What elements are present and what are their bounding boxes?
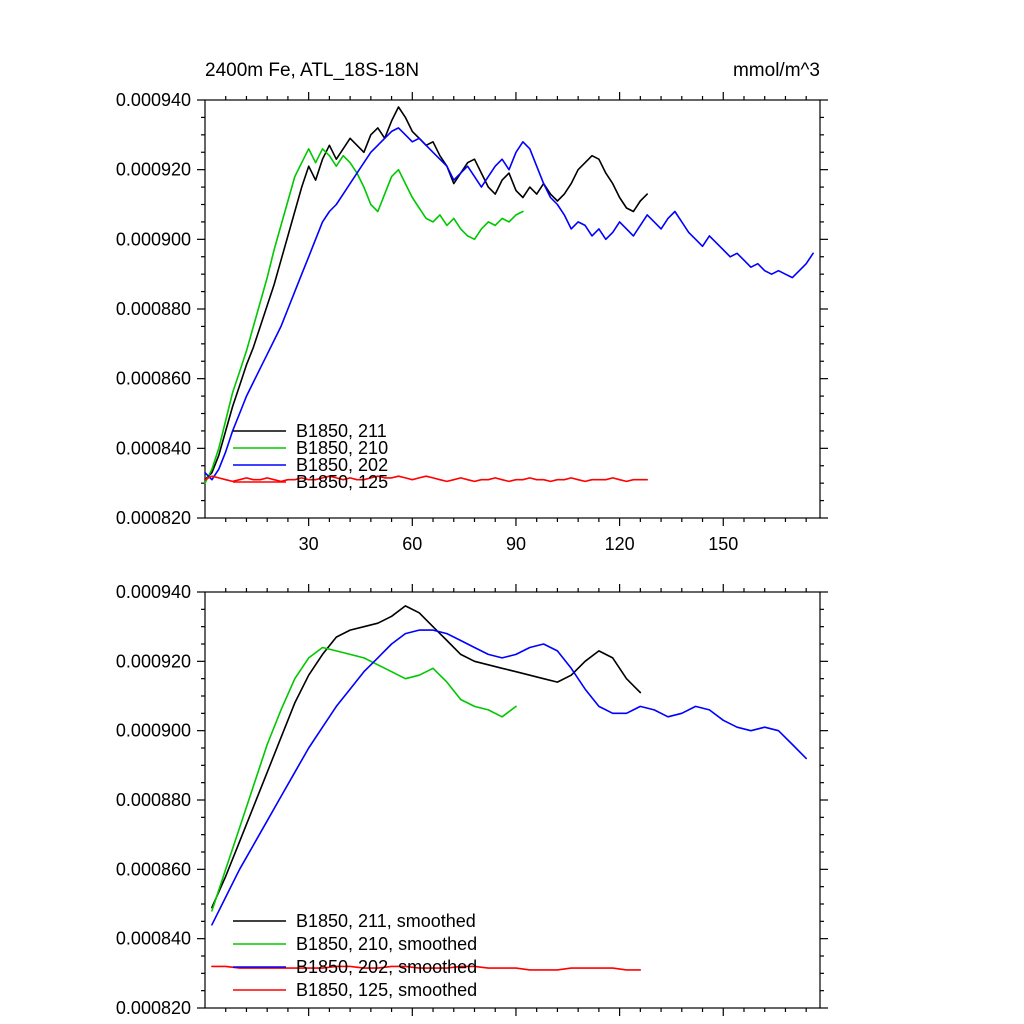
y-tick-label: 0.000840: [116, 929, 191, 949]
y-tick-label: 0.000900: [116, 229, 191, 249]
y-tick-label: 0.000860: [116, 859, 191, 879]
y-tick-label: 0.000940: [116, 582, 191, 602]
y-tick-label: 0.000940: [116, 90, 191, 110]
y-tick-label: 0.000920: [116, 651, 191, 671]
y-tick-label: 0.000880: [116, 299, 191, 319]
y-tick-label: 0.000820: [116, 998, 191, 1018]
x-tick-label: 30: [299, 534, 319, 554]
y-tick-label: 0.000820: [116, 508, 191, 528]
legend-label-4: B1850, 125: [296, 472, 388, 492]
legend-label-1: B1850, 211, smoothed: [296, 911, 476, 931]
x-tick-label: 60: [402, 534, 422, 554]
x-tick-label: 90: [506, 534, 526, 554]
y-tick-label: 0.000860: [116, 369, 191, 389]
series-line-b1850-210: [204, 148, 524, 485]
chart-title: 2400m Fe, ATL_18S-18N: [205, 60, 419, 81]
y-tick-label: 0.000840: [116, 438, 191, 458]
legend-label-3: B1850, 202: [296, 455, 388, 475]
y-tick-label: 0.000900: [116, 721, 191, 741]
chart-units-label: mmol/m^3: [733, 60, 820, 81]
series-line-b1850-125-smoothed: [211, 965, 642, 971]
series-line-b1850-125: [204, 475, 649, 483]
legend-label-4: B1850, 125, smoothed: [296, 980, 477, 1000]
chart-2: 0.000820 0.000840 0.000860 0.000880 0.000900…: [116, 582, 828, 1018]
series-line-b1850-202-smoothed: [211, 629, 808, 926]
y-tick-label: 0.000880: [116, 790, 191, 810]
x-tick-label: 120: [605, 534, 635, 554]
legend-label-1: B1850, 211: [296, 421, 387, 441]
x-tick-label: 150: [708, 534, 738, 554]
chart-1: 30 60 90 120 150 0.000820 0.000840 0.000860 0.00…: [116, 60, 828, 554]
legend-label-3: B1850, 202, smoothed: [296, 957, 477, 977]
y-tick-label: 0.000920: [116, 160, 191, 180]
series-line-b1850-211-smoothed: [211, 605, 642, 909]
series-line-b1850-211: [204, 106, 649, 481]
series-line-b1850-202: [204, 127, 814, 481]
legend-label-2: B1850, 210: [296, 438, 388, 458]
series-line-b1850-210-smoothed: [211, 646, 517, 912]
legend-label-2: B1850, 210, smoothed: [296, 934, 477, 954]
